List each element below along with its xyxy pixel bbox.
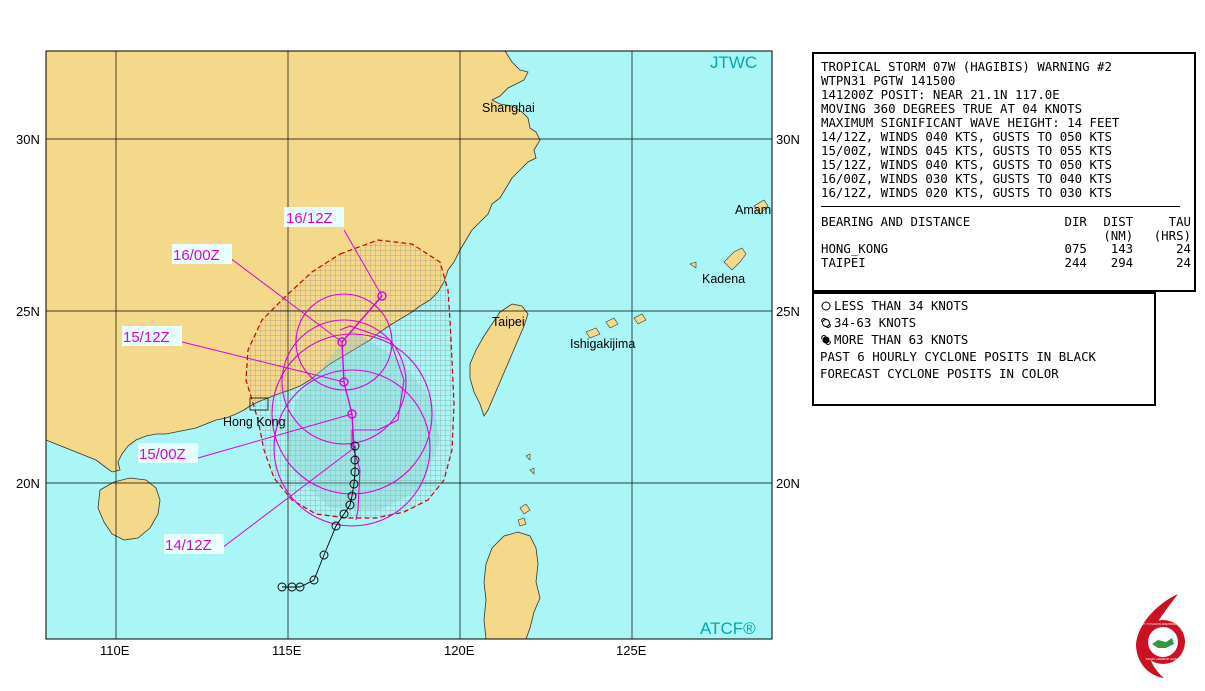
legend-item: 34-63 KNOTS [820, 314, 1154, 331]
warning-line: WTPN31 PGTW 141500 [821, 73, 956, 88]
legend-label: LESS THAN 34 KNOTS [834, 298, 969, 313]
label-15-00z: 15/00Z [139, 446, 186, 463]
col-dir-header: DIR [1064, 214, 1087, 229]
forecast-time-labels: 16/12Z 16/00Z 15/12Z 15/00Z 14/12Z [122, 207, 344, 554]
warning-line: 15/00Z, WINDS 045 KTS, GUSTS TO 055 KTS [821, 143, 1112, 158]
legend-label: MORE THAN 63 KNOTS [834, 332, 969, 347]
lat-label-right-30n: 30N [776, 132, 800, 147]
legend-label: FORECAST CYCLONE POSITS IN COLOR [820, 366, 1059, 381]
forecast-label-leaders [181, 229, 383, 549]
forecast-posits [337, 291, 387, 419]
label-16-00z: 16/00Z [173, 247, 220, 264]
warning-line: TROPICAL STORM 07W (HAGIBIS) WARNING #2 [821, 59, 1112, 74]
legend-label: PAST 6 HOURLY CYCLONE POSITS IN BLACK [820, 349, 1097, 364]
legend-item: FORECAST CYCLONE POSITS IN COLOR [820, 365, 1154, 382]
warning-line: 15/12Z, WINDS 040 KTS, GUSTS TO 050 KTS [821, 157, 1112, 172]
table-row: HONG_KONG 075 143 24 [821, 242, 1191, 256]
lat-label-left-25n: 25N [16, 304, 40, 319]
lon-label-125e: 125E [616, 643, 647, 658]
label-14-12z: 14/12Z [165, 537, 212, 554]
col-dist-header: DIST [1103, 214, 1134, 229]
row-place: TAIPEI [821, 254, 866, 270]
warning-line: MOVING 360 DEGREES TRUE AT 04 KNOTS [821, 101, 1083, 116]
label-15-12z: 15/12Z [123, 329, 170, 346]
place-hong-kong: Hong Kong [223, 415, 286, 429]
label-16-12z: 16/12Z [286, 210, 333, 227]
legend-item: MORE THAN 63 KNOTS [820, 331, 1154, 348]
col-tau-unit: (HRS) [1153, 227, 1191, 243]
legend-box: LESS THAN 34 KNOTS 34-63 KNOTS MORE THAN… [812, 292, 1156, 406]
row-dir: 075 [1064, 241, 1087, 256]
bearing-header: BEARING AND DISTANCE [821, 214, 971, 229]
map-frame [45, 50, 773, 640]
taiwan-island [469, 303, 529, 417]
legend-item: LESS THAN 34 KNOTS [820, 297, 1154, 314]
jtwc-logo: JOINT TYPHOON WARNING CENTER PEARL HARBO… [1136, 594, 1190, 678]
forecast-radii [271, 293, 433, 527]
row-dist: 143 [1110, 241, 1134, 256]
place-amami: Amami [735, 203, 774, 217]
lat-label-right-25n: 25N [776, 304, 800, 319]
row-dist: 294 [1110, 254, 1134, 270]
col-dist-unit: (NM) [1103, 227, 1134, 243]
open-circle-icon [821, 301, 831, 310]
table-row: TAIPEI 244 294 24 [821, 254, 1191, 270]
logo-subtext: PEARL HARBOR HAWAII [1146, 657, 1181, 661]
hong-kong-marker [249, 397, 269, 411]
row-place: HONG_KONG [821, 241, 889, 256]
luzon-island [483, 531, 541, 639]
typhoon-icon [821, 334, 831, 345]
atcf-label: ATCF® [700, 619, 756, 638]
row-tau: 24 [1176, 254, 1191, 270]
ryukyu-islands [585, 199, 769, 339]
lat-label-left-20n: 20N [16, 476, 40, 491]
lat-label-right-20n: 20N [776, 476, 800, 491]
lon-label-115e: 115E [272, 643, 302, 658]
past-track [277, 441, 360, 592]
logo-text: JOINT TYPHOON WARNING CENTER [1137, 622, 1190, 626]
tropical-storm-icon [821, 317, 831, 328]
warning-line: 14/12Z, WINDS 040 KTS, GUSTS TO 050 KTS [821, 129, 1112, 144]
bearing-distance-table: BEARING AND DISTANCE DIR DIST TAU (NM) (… [821, 215, 1191, 269]
legend-item: PAST 6 HOURLY CYCLONE POSITS IN BLACK [820, 348, 1154, 365]
hainan-island [97, 477, 161, 541]
place-taipei: Taipei [492, 315, 525, 329]
place-shanghai: Shanghai [482, 101, 535, 115]
warning-line: MAXIMUM SIGNIFICANT WAVE HEIGHT: 14 FEET [821, 115, 1120, 130]
agency-label: JTWC [710, 53, 757, 72]
lon-label-110e: 110E [100, 643, 130, 658]
warning-line: 141200Z POSIT: NEAR 21.1N 117.0E [821, 87, 1060, 102]
lon-label-120e: 120E [444, 643, 475, 658]
legend-label: 34-63 KNOTS [834, 315, 917, 330]
lat-label-left-30n: 30N [16, 132, 40, 147]
place-ishigakijima: Ishigakijima [570, 337, 635, 351]
warning-separator [821, 206, 1180, 207]
batanes-islands [517, 453, 535, 527]
row-tau: 24 [1176, 241, 1191, 256]
place-kadena: Kadena [702, 272, 745, 286]
col-tau-header: TAU [1168, 214, 1191, 229]
warning-line: 16/00Z, WINDS 030 KTS, GUSTS TO 040 KTS [821, 171, 1112, 186]
row-dir: 244 [1064, 254, 1087, 270]
warning-line: 16/12Z, WINDS 020 KTS, GUSTS TO 030 KTS [821, 185, 1112, 200]
warning-box: TROPICAL STORM 07W (HAGIBIS) WARNING #2 … [812, 52, 1196, 292]
